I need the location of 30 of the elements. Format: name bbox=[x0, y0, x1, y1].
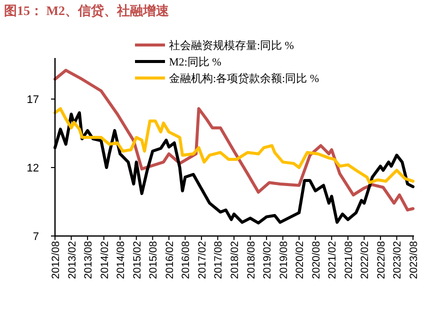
x-tick-label: 2023/08 bbox=[408, 240, 420, 279]
x-tick-label: 2017/02 bbox=[196, 240, 208, 279]
legend-label: 金融机构:各项贷款余额:同比 % bbox=[169, 72, 320, 85]
x-tick-label: 2012/08 bbox=[50, 240, 62, 279]
x-tick-label: 2016/08 bbox=[180, 240, 192, 279]
x-tick-label: 2022/02 bbox=[359, 240, 372, 279]
chart-title: 图15： M2、信贷、社融增速 bbox=[4, 3, 170, 18]
x-tick-label: 2023/02 bbox=[392, 240, 404, 279]
x-tick-label: 2018/02 bbox=[229, 240, 241, 279]
x-tick-label: 2015/02 bbox=[131, 240, 144, 279]
x-tick-label: 2016/02 bbox=[164, 240, 176, 279]
y-tick-label: 12 bbox=[26, 162, 39, 175]
x-tick-label: 2022/08 bbox=[375, 240, 388, 279]
x-tick-label: 2021/08 bbox=[342, 240, 355, 279]
y-tick-label: 7 bbox=[32, 231, 39, 243]
x-tick-label: 2015/08 bbox=[148, 240, 160, 279]
x-tick-label: 2013/02 bbox=[66, 240, 78, 279]
x-tick-label: 2017/08 bbox=[212, 240, 225, 279]
x-tick-label: 2019/08 bbox=[278, 240, 290, 279]
x-tick-label: 2013/08 bbox=[82, 240, 95, 279]
x-tick-label: 2019/02 bbox=[262, 240, 274, 279]
x-tick-label: 2018/08 bbox=[245, 240, 258, 279]
x-tick-label: 2014/02 bbox=[98, 240, 111, 279]
x-tick-label: 2021/02 bbox=[326, 240, 339, 279]
x-tick-label: 2020/08 bbox=[310, 240, 322, 279]
legend-label: M2:同比 % bbox=[169, 56, 222, 68]
x-tick-label: 2014/08 bbox=[115, 240, 128, 279]
legend-label: 社会融资规模存量:同比 % bbox=[169, 39, 294, 52]
x-tick-label: 2020/02 bbox=[294, 240, 306, 279]
y-tick-label: 17 bbox=[26, 94, 39, 106]
